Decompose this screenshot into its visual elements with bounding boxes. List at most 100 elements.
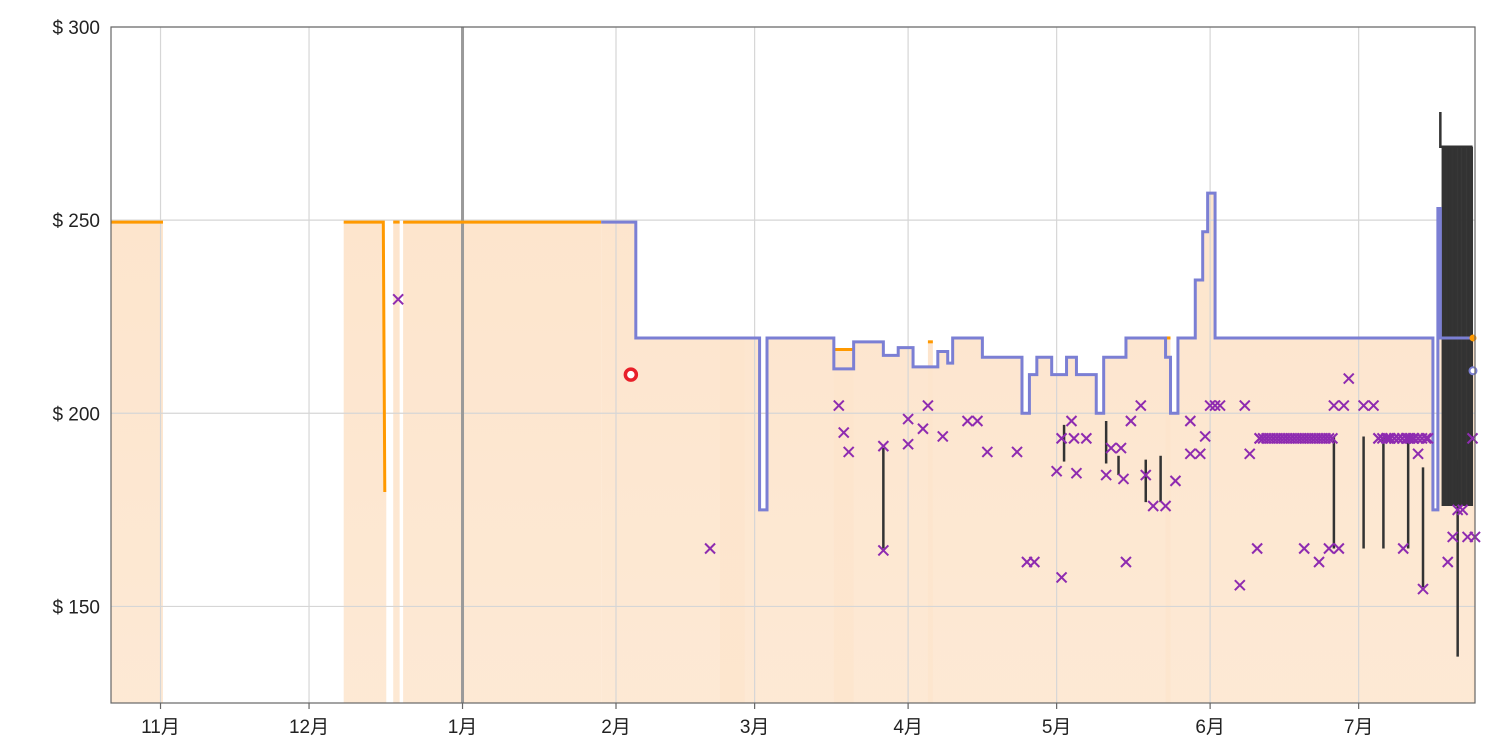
offer-marker-24 (1080, 432, 1093, 445)
offer-marker-stroke-b (1055, 571, 1068, 584)
offer-marker-stroke-b (1367, 399, 1380, 412)
offer-marker-stroke-b (937, 430, 949, 443)
offer-marker-stroke-b (1338, 399, 1350, 412)
offer-marker-stroke-b (922, 399, 934, 412)
offer-marker-stroke-b (1105, 442, 1117, 454)
deal-marker (623, 367, 639, 382)
offer-marker-stroke-b (1323, 542, 1335, 555)
offer-marker-stroke-b (833, 399, 845, 412)
offer-marker-stroke-b (1326, 432, 1339, 445)
offer-marker-30 (1125, 415, 1137, 427)
y-tick-label-2: $ 200 (52, 404, 100, 425)
offer-marker-stroke-b (1194, 448, 1206, 460)
offer-marker-45 (1244, 448, 1256, 460)
offer-marker-stroke-b (1147, 500, 1159, 512)
offer-marker-stroke-b (1135, 399, 1147, 412)
offer-marker-94 (1326, 432, 1339, 445)
offer-marker-67 (1447, 531, 1459, 543)
y-tick-label-0: $ 300 (52, 18, 100, 39)
x-tick-label-6: 5月 (1042, 717, 1072, 738)
offer-marker-1 (704, 542, 716, 555)
offer-marker-stroke-b (1140, 469, 1152, 481)
offer-marker-0 (392, 293, 404, 306)
x-tick-label-7: 6月 (1195, 717, 1225, 738)
offer-marker-2 (833, 399, 845, 412)
offer-marker-stroke-b (1313, 556, 1325, 568)
offer-marker-39 (1199, 430, 1211, 443)
offer-marker-stroke-b (1447, 531, 1459, 543)
offer-marker-stroke-b (1184, 448, 1197, 460)
offer-marker-stroke-b (1115, 442, 1127, 454)
offer-marker-stroke-b (1451, 504, 1464, 516)
offer-marker-66 (1442, 556, 1454, 568)
offer-marker-71 (1466, 432, 1479, 445)
offer-marker-stroke-b (1204, 399, 1216, 412)
offer-marker-12 (961, 415, 974, 427)
offer-marker-stroke-b (704, 542, 716, 555)
amazon-price-line-1 (343, 220, 387, 493)
offer-marker-stroke-b (1328, 399, 1340, 412)
offer-marker-stroke-b (1068, 432, 1080, 445)
offer-marker-17 (1028, 556, 1041, 568)
amazon-area-2 (393, 222, 400, 703)
offer-marker-60 (1397, 542, 1409, 555)
offer-marker-stroke-b (1050, 465, 1063, 477)
offer-marker-stroke-b (902, 438, 914, 450)
offer-marker-40 (1204, 399, 1216, 412)
offer-marker-36 (1184, 415, 1197, 427)
offer-marker-stroke-b (1070, 467, 1083, 479)
offer-marker-11 (937, 430, 949, 443)
offer-marker-stroke-b (1125, 415, 1137, 427)
x-tick-label-3: 2月 (601, 717, 631, 738)
offer-marker-stroke-b (902, 413, 914, 425)
offer-marker-stroke-b (1333, 542, 1345, 555)
offer-marker-stroke-b (1244, 448, 1256, 460)
offer-marker-93 (1323, 432, 1335, 445)
offer-marker-25 (1100, 469, 1112, 481)
availability-area (601, 193, 1475, 704)
offer-marker-34 (1159, 500, 1172, 512)
offer-marker-stroke-b (961, 415, 974, 427)
offer-marker-27 (1115, 442, 1127, 454)
offer-marker-38 (1194, 448, 1206, 460)
series-layer (111, 111, 1478, 657)
offer-marker-stroke-b (1214, 399, 1226, 412)
offer-marker-stroke-b (1239, 399, 1251, 412)
offer-marker-stroke-b (1417, 583, 1429, 595)
offers-layer (392, 293, 1481, 595)
x-tick-label-1: 12月 (289, 717, 329, 738)
offer-marker-15 (1011, 446, 1023, 458)
y-tick-label-1: $ 250 (52, 211, 100, 232)
offer-marker-42 (1214, 399, 1226, 412)
offer-marker-stroke-b (981, 446, 994, 458)
offer-marker-46 (1251, 542, 1263, 555)
offer-marker-3 (838, 426, 850, 439)
offer-marker-stroke-b (1357, 399, 1370, 412)
offer-marker-stroke-b (1416, 432, 1428, 445)
offer-marker-41 (1209, 399, 1221, 412)
offer-marker-31 (1135, 399, 1147, 412)
offer-marker-stroke-b (1456, 504, 1469, 516)
offer-marker-stroke-b (1100, 469, 1112, 481)
offer-marker-stroke-b (1065, 415, 1078, 427)
offer-marker-22 (1068, 432, 1080, 445)
offer-marker-stroke-b (1234, 579, 1246, 591)
offer-marker-stroke-b (917, 423, 929, 435)
offer-marker-stroke-b (838, 426, 850, 439)
offer-marker-32 (1140, 469, 1152, 481)
x-tick-label-5: 4月 (893, 717, 923, 738)
offer-marker-23 (1070, 467, 1083, 479)
offer-marker-stroke-b (971, 415, 984, 427)
offer-marker-stroke-b (1028, 556, 1041, 568)
offer-marker-20 (1055, 571, 1068, 584)
offer-marker-21 (1065, 415, 1078, 427)
plot-frame (110, 26, 1476, 704)
offer-marker-107 (1420, 432, 1432, 445)
offer-marker-55 (1357, 399, 1370, 412)
offer-marker-9 (917, 423, 929, 435)
offer-marker-stroke-b (1159, 500, 1172, 512)
offer-marker-stroke-b (1412, 448, 1424, 460)
offer-marker-stroke-b (1343, 372, 1355, 385)
amazon-area-3 (403, 222, 602, 703)
